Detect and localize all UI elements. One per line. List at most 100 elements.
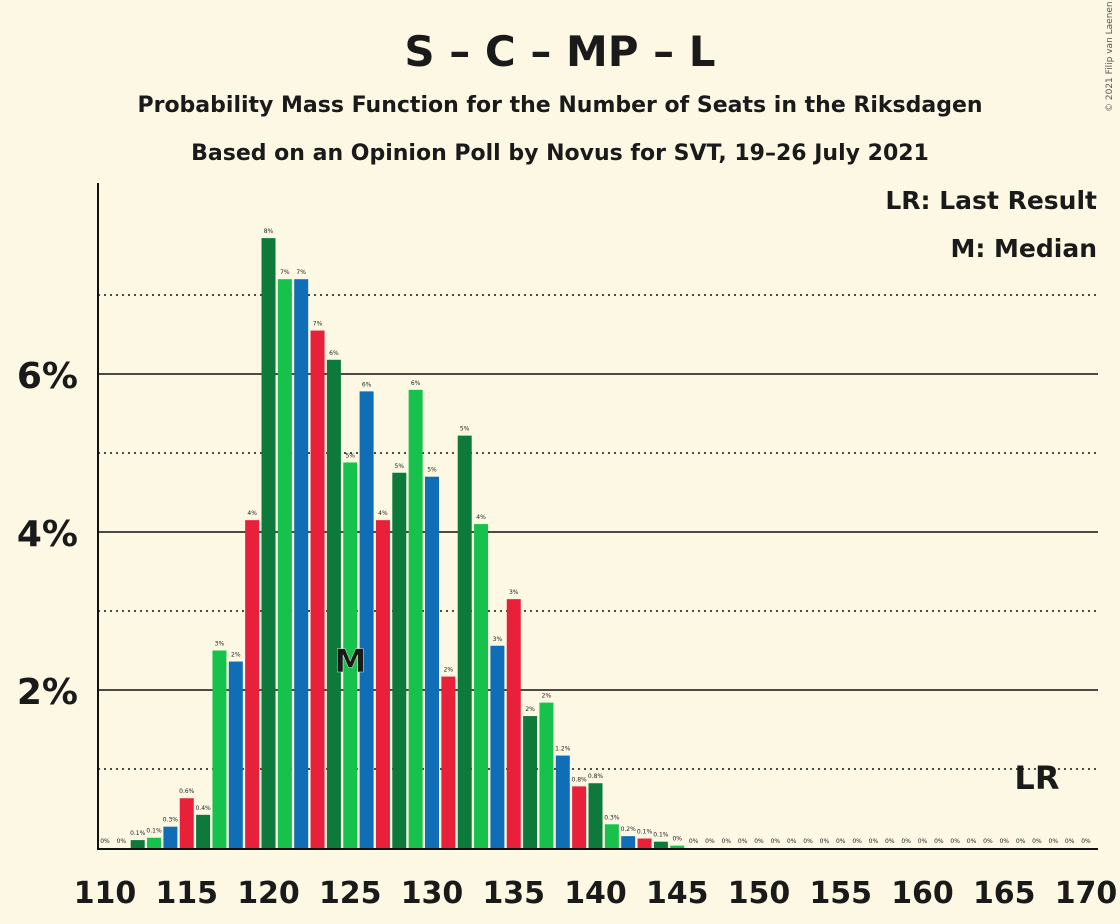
- bar-label-seat-136: 2%: [525, 706, 535, 713]
- bar-label-seat-168: 0%: [1049, 838, 1059, 845]
- x-tick-label: 135: [482, 876, 545, 911]
- bar-seat-141: [604, 824, 619, 848]
- x-tick-label: 115: [155, 876, 218, 911]
- bar-label-seat-117: 3%: [215, 641, 225, 648]
- bar-label-seat-147: 0%: [705, 838, 715, 845]
- bar-label-seat-155: 0%: [836, 838, 846, 845]
- chart-subtitle-2: Based on an Opinion Poll by Novus for SV…: [191, 141, 929, 166]
- bar-label-seat-112: 0.1%: [130, 830, 146, 837]
- x-tick-label: 160: [891, 876, 954, 911]
- bar-labels: 0% 0%0.1% 0.1%0.3%0.6%0.4%3%2%4%8%7% 7%7%6%…: [100, 228, 1091, 845]
- bar-label-seat-160: 0%: [918, 838, 928, 845]
- bar-label-seat-121: 7%: [280, 269, 290, 276]
- bar-seat-138: [555, 755, 570, 848]
- bar-label-seat-116: 0.4%: [195, 805, 211, 812]
- bar-label-seat-141: 0.3%: [604, 814, 620, 821]
- bar-label-seat-144: 0.1%: [653, 832, 669, 839]
- bar-label-seat-156: 0%: [852, 838, 862, 845]
- bar-seat-126: [359, 391, 374, 848]
- bar-seat-133: [474, 524, 489, 848]
- bar-seat-125: [343, 462, 358, 848]
- bar-seat-119: [245, 520, 260, 848]
- bar-label-seat-110: 0%: [100, 838, 110, 845]
- bar-label-seat-129: 6%: [411, 380, 421, 387]
- bar-label-seat-165: 0%: [999, 838, 1009, 845]
- bar-label-seat-132: 5%: [460, 426, 470, 433]
- x-tick-label: 165: [973, 876, 1036, 911]
- bar-label-seat-170: 0%: [1081, 838, 1091, 845]
- copyright-note: © 2021 Filip van Laenen: [1105, 1, 1115, 112]
- bar-label-seat-167: 0%: [1032, 838, 1042, 845]
- bar-seat-132: [457, 435, 472, 848]
- chart-subtitle-1: Probability Mass Function for the Number…: [137, 93, 982, 118]
- bar-label-seat-135: 3%: [509, 589, 519, 596]
- bar-label-seat-123: 7%: [313, 321, 323, 328]
- bar-label-seat-152: 0%: [787, 838, 797, 845]
- x-tick-label: 140: [564, 876, 627, 911]
- bar-seat-117: [212, 650, 227, 848]
- bar-label-seat-142: 0.2%: [621, 826, 637, 833]
- bar-seat-121: [277, 279, 292, 848]
- bar-label-seat-139: 0.8%: [572, 776, 588, 783]
- bar-label-seat-153: 0%: [803, 838, 813, 845]
- bar-label-seat-113: 0.1%: [146, 828, 162, 835]
- bar-label-seat-150: 0%: [754, 838, 764, 845]
- bar-seat-135: [506, 599, 521, 848]
- bar-seat-137: [539, 702, 554, 848]
- bar-seat-144: [653, 841, 668, 848]
- bar-label-seat-159: 0%: [901, 838, 911, 845]
- bar-seat-127: [375, 520, 390, 848]
- bar-label-seat-154: 0%: [820, 838, 830, 845]
- bar-label-seat-118: 2%: [231, 652, 241, 659]
- bar-label-seat-151: 0%: [771, 838, 781, 845]
- bar-label-seat-157: 0%: [869, 838, 879, 845]
- bar-seat-113: [147, 837, 162, 848]
- bar-seat-143: [637, 838, 652, 848]
- x-tick-label: 120: [237, 876, 300, 911]
- x-tick-label: 125: [319, 876, 382, 911]
- bar-seat-122: [294, 279, 309, 848]
- bar-label-seat-140: 0.8%: [588, 773, 604, 780]
- legend-median: M: Median: [950, 234, 1097, 263]
- bar-label-seat-131: 2%: [444, 667, 454, 674]
- bar-label-seat-134: 3%: [493, 636, 503, 643]
- bar-seat-129: [408, 389, 423, 848]
- bar-seat-131: [441, 676, 456, 848]
- bar-seat-134: [490, 645, 505, 848]
- bar-label-seat-126: 6%: [362, 381, 372, 388]
- bar-label-seat-130: 5%: [427, 467, 437, 474]
- y-tick-label: 2%: [17, 672, 78, 713]
- bar-label-seat-128: 5%: [395, 463, 405, 470]
- bar-seat-139: [572, 786, 587, 848]
- bar-label-seat-127: 4%: [378, 510, 388, 517]
- bar-label-seat-145: 0%: [672, 836, 682, 843]
- bar-label-seat-143: 0.1%: [637, 829, 653, 836]
- bar-seat-145: [670, 845, 685, 848]
- x-tick-labels: 110 115 120 125 130 135 140 145 150 155 160 165 170: [74, 876, 1118, 911]
- bar-label-seat-137: 2%: [542, 693, 552, 700]
- bars: [130, 238, 685, 848]
- bar-seat-142: [621, 836, 636, 848]
- bar-seat-115: [179, 798, 194, 848]
- median-marker: M: [334, 642, 366, 680]
- axes: [97, 183, 1098, 850]
- bar-seat-130: [425, 476, 439, 848]
- bar-seat-140: [588, 783, 603, 848]
- x-tick-label: 170: [1055, 876, 1118, 911]
- bar-label-seat-149: 0%: [738, 838, 748, 845]
- chart-title: S – C – MP – L: [404, 27, 715, 76]
- x-tick-label: 145: [646, 876, 709, 911]
- bar-label-seat-169: 0%: [1065, 838, 1075, 845]
- bar-seat-112: [130, 840, 145, 848]
- last-result-marker: LR: [1014, 759, 1059, 797]
- bar-label-seat-114: 0.3%: [163, 817, 179, 824]
- bar-label-seat-125: 5%: [345, 452, 355, 459]
- bar-label-seat-164: 0%: [983, 838, 993, 845]
- bar-seat-136: [523, 716, 538, 848]
- bar-seat-128: [392, 472, 407, 848]
- bar-label-seat-111: 0%: [117, 838, 127, 845]
- bar-label-seat-119: 4%: [247, 510, 257, 517]
- x-tick-label: 150: [728, 876, 791, 911]
